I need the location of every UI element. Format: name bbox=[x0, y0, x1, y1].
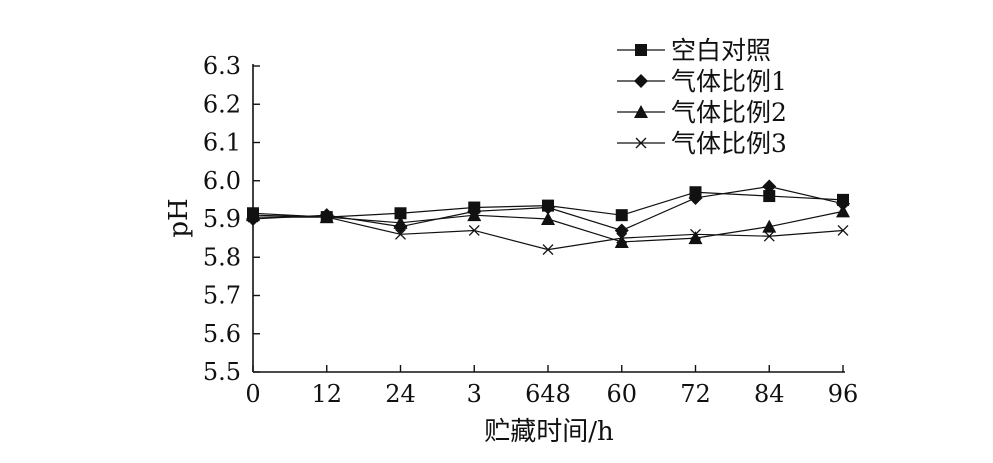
data-point-triangle bbox=[614, 234, 629, 248]
cross-stroke bbox=[542, 244, 554, 256]
legend-label: 气体比例1 bbox=[671, 67, 787, 96]
data-point-cross bbox=[635, 137, 647, 149]
axes: 5.5 5.6 5.7 5.8 5.9 6.0 6.1 6.2 6.3 0 12 24 3 648 60 72… bbox=[203, 52, 858, 408]
x-tick-label: 0 bbox=[245, 380, 260, 408]
cross-stroke bbox=[763, 230, 775, 242]
data-point-diamond bbox=[688, 190, 703, 205]
legend-item-1: 空白对照 bbox=[617, 36, 771, 65]
data-point-triangle bbox=[762, 219, 777, 233]
cross-stroke bbox=[616, 232, 628, 244]
y-tick-label: 6.2 bbox=[203, 90, 241, 118]
y-axis-label: pH bbox=[164, 198, 194, 237]
legend-item-2: 气体比例1 bbox=[617, 67, 787, 96]
y-tick-label: 5.7 bbox=[203, 282, 241, 310]
data-point-square bbox=[394, 207, 407, 220]
data-point-triangle bbox=[541, 212, 555, 225]
legend-label: 空白对照 bbox=[671, 36, 771, 65]
cross-stroke bbox=[247, 211, 259, 223]
y-tick-label: 5.9 bbox=[203, 205, 241, 233]
data-point-triangle bbox=[393, 215, 408, 229]
data-point-cross bbox=[468, 225, 480, 236]
data-point-square bbox=[635, 44, 647, 56]
legend-label: 气体比例2 bbox=[671, 98, 787, 127]
data-point-cross bbox=[542, 244, 554, 256]
data-point-diamond bbox=[541, 200, 555, 215]
series-4 bbox=[247, 211, 849, 256]
x-tick-label: 3 bbox=[467, 380, 482, 408]
x-tick-label: 72 bbox=[680, 380, 711, 408]
x-tick-label: 84 bbox=[754, 380, 785, 408]
y-tick-label: 6.0 bbox=[203, 167, 241, 195]
y-tick-label: 6.3 bbox=[203, 52, 241, 80]
data-point-diamond bbox=[634, 74, 648, 88]
data-point-cross bbox=[763, 230, 775, 242]
legend-label: 气体比例3 bbox=[671, 129, 787, 158]
data-point-cross bbox=[395, 228, 406, 240]
y-tick-label: 5.8 bbox=[203, 243, 241, 271]
series-layer bbox=[246, 179, 850, 256]
data-point-cross bbox=[247, 211, 259, 223]
cross-stroke bbox=[635, 137, 647, 149]
data-point-triangle bbox=[246, 208, 260, 222]
data-point-cross bbox=[321, 211, 333, 223]
data-point-cross bbox=[616, 232, 628, 244]
y-tick-label: 5.5 bbox=[203, 358, 241, 386]
data-point-square bbox=[763, 190, 776, 203]
x-tick-label: 648 bbox=[525, 380, 571, 408]
legend-item-4: 气体比例3 bbox=[617, 129, 787, 158]
cross-stroke bbox=[468, 225, 480, 236]
data-point-cross bbox=[837, 225, 849, 236]
cross-stroke bbox=[690, 228, 701, 240]
x-tick-label: 60 bbox=[606, 380, 637, 408]
data-point-diamond bbox=[836, 196, 850, 211]
data-point-triangle bbox=[688, 231, 703, 245]
data-point-triangle bbox=[836, 204, 850, 218]
cross-stroke bbox=[395, 228, 406, 240]
data-point-triangle bbox=[467, 208, 482, 222]
data-point-triangle bbox=[634, 105, 648, 118]
data-point-diamond bbox=[762, 179, 777, 194]
x-tick-label: 12 bbox=[311, 380, 342, 408]
x-axis-label: 贮藏时间/h bbox=[484, 417, 614, 447]
y-tick-label: 6.1 bbox=[203, 129, 241, 157]
legend-item-3: 气体比例2 bbox=[617, 98, 787, 127]
data-point-square bbox=[615, 209, 628, 222]
cross-stroke bbox=[837, 225, 849, 236]
cross-stroke bbox=[321, 211, 333, 223]
x-tick-label: 24 bbox=[385, 380, 416, 408]
y-tick-label: 5.6 bbox=[203, 320, 241, 348]
series-3 bbox=[246, 204, 850, 248]
x-tick-label: 96 bbox=[828, 380, 859, 408]
data-point-cross bbox=[690, 228, 701, 240]
